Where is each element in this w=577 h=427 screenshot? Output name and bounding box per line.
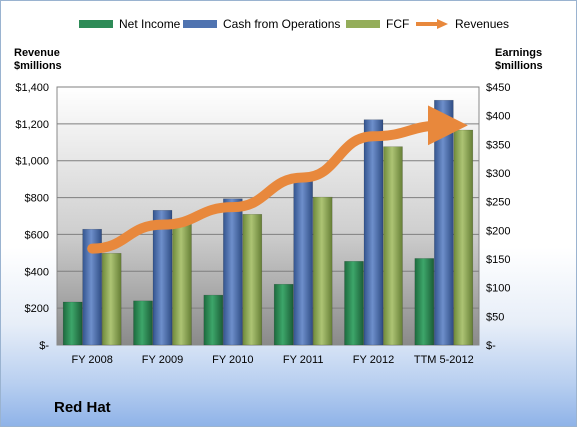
left-axis-title: Revenue $millions xyxy=(14,47,62,73)
legend-item-fcf: FCF xyxy=(346,15,409,33)
x-tick-label: TTM 5-2012 xyxy=(414,354,474,366)
right-axis-title-line2: $millions xyxy=(495,60,543,72)
bar-cash-from-operations xyxy=(82,228,102,346)
bar-fcf xyxy=(383,146,403,346)
x-tick-label: FY 2009 xyxy=(142,354,183,366)
chart-title: Red Hat xyxy=(54,399,111,416)
gridlines xyxy=(57,86,479,309)
right-tick-label: $300 xyxy=(486,168,510,180)
arrow-icon xyxy=(416,19,448,29)
legend-swatch-fcf xyxy=(346,20,380,28)
right-axis-title: Earnings $millions xyxy=(495,47,543,73)
bar-series xyxy=(62,99,474,346)
bar-cash-from-operations xyxy=(152,210,173,346)
x-tick-label: FY 2008 xyxy=(71,354,112,366)
left-tick-label: $1,400 xyxy=(15,82,49,94)
left-tick-label: $600 xyxy=(25,229,49,241)
legend-label-revenues: Revenues xyxy=(455,17,510,31)
left-tick-label: $1,000 xyxy=(15,156,49,168)
x-tick-label: FY 2011 xyxy=(283,354,324,366)
bar-net-income xyxy=(344,261,364,346)
left-tick-label: $- xyxy=(39,340,49,352)
right-tick-label: $150 xyxy=(486,254,510,266)
bar-fcf xyxy=(242,214,263,346)
bar-cash-from-operations xyxy=(434,99,454,346)
right-tick-label: $400 xyxy=(486,111,510,123)
right-tick-label: $350 xyxy=(486,139,510,151)
right-tick-label: $50 xyxy=(486,311,504,323)
x-tick-label: FY 2012 xyxy=(353,354,394,366)
left-axis-title-line1: Revenue xyxy=(14,47,60,59)
left-axis-title-line2: $millions xyxy=(14,60,62,72)
left-tick-label: $800 xyxy=(25,193,49,205)
right-tick-label: $- xyxy=(486,340,496,352)
bar-fcf xyxy=(101,253,122,346)
legend-label-net-income: Net Income xyxy=(119,17,181,31)
bar-fcf xyxy=(312,196,333,346)
legend-label-cash-from-operations: Cash from Operations xyxy=(223,17,341,31)
bar-fcf xyxy=(453,129,474,346)
bar-cash-from-operations xyxy=(363,119,384,346)
left-tick-label: $200 xyxy=(25,303,49,315)
right-tick-label: $100 xyxy=(486,283,510,295)
legend-item-net-income: Net Income xyxy=(79,15,180,33)
legend-label-fcf: FCF xyxy=(386,17,410,31)
bar-net-income xyxy=(62,301,83,346)
left-tick-label: $1,200 xyxy=(15,119,49,131)
right-tick-label: $250 xyxy=(486,197,510,209)
bar-cash-from-operations xyxy=(293,176,313,346)
revenue-line-series xyxy=(87,105,468,254)
bar-fcf xyxy=(172,222,192,346)
legend-item-cash-from-operations: Cash from Operations xyxy=(183,15,340,33)
right-axis-ticks: $- $50 $100 $150 $200 $250 $300 $350 $400 $450 xyxy=(486,82,510,352)
left-axis-ticks: $- $200 $400 $600 $800 $1,000 $1,200 $1,400 xyxy=(15,82,49,352)
bar-net-income xyxy=(203,294,224,346)
bar-net-income xyxy=(414,258,435,346)
legend-swatch-net-income xyxy=(79,20,113,28)
right-axis-title-line1: Earnings xyxy=(495,47,543,59)
left-tick-label: $400 xyxy=(25,266,49,278)
x-tick-label: FY 2010 xyxy=(212,354,253,366)
right-tick-label: $200 xyxy=(486,225,510,237)
right-tick-label: $450 xyxy=(486,82,510,94)
legend-swatch-cash-from-operations xyxy=(183,20,217,28)
legend-item-revenues: Revenues xyxy=(415,15,509,33)
line-revenues xyxy=(87,105,468,254)
legend: Net Income Cash from Operations FCF Reve… xyxy=(1,15,576,33)
bar-net-income xyxy=(133,300,153,346)
bar-net-income xyxy=(273,283,294,346)
x-axis-ticks: FY 2008 FY 2009 FY 2010 FY 2011 FY 2012 TTM 5… xyxy=(71,354,473,366)
bar-cash-from-operations xyxy=(223,198,243,346)
